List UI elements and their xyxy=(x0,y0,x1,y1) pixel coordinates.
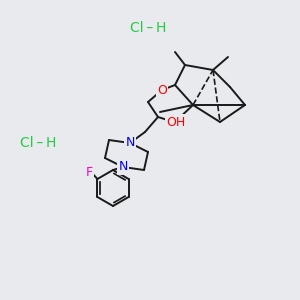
Text: Cl – H: Cl – H xyxy=(20,136,56,150)
Text: OH: OH xyxy=(167,116,186,128)
Text: N: N xyxy=(125,136,135,149)
Text: O: O xyxy=(157,83,167,97)
Text: F: F xyxy=(85,166,93,178)
Text: N: N xyxy=(118,160,128,173)
Text: Cl – H: Cl – H xyxy=(130,21,166,35)
